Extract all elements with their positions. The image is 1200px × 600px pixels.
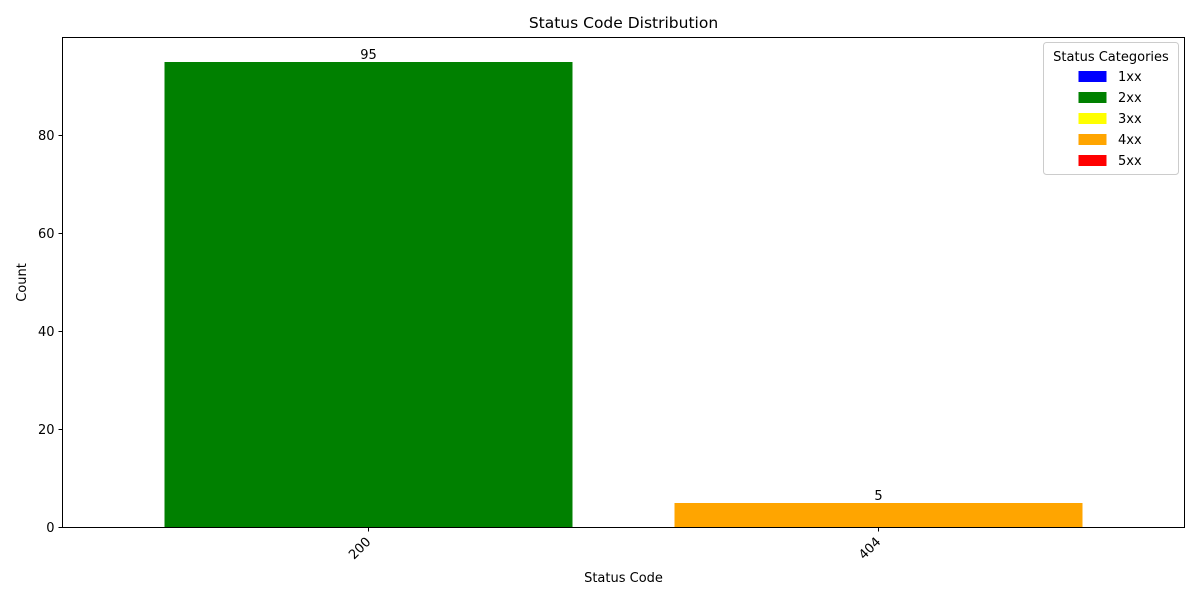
legend-label-1xx: 1xx	[1118, 70, 1142, 85]
y-tick-label: 20	[38, 423, 55, 438]
legend-items: 1xx 2xx 3xx 4xx 5xx	[1078, 70, 1142, 169]
legend: Status Categories 1xx 2xx 3xx 4xx 5xx	[1043, 42, 1179, 175]
data-labels-layer: 95 5	[360, 48, 882, 504]
y-tick-label: 60	[38, 227, 55, 242]
y-axis-label: Count	[15, 263, 30, 302]
legend-swatch-4xx	[1078, 134, 1107, 145]
y-tick-label: 40	[38, 325, 55, 340]
legend-label-5xx: 5xx	[1118, 154, 1142, 169]
y-tick-label: 80	[38, 129, 55, 144]
x-tick-label: 200	[346, 535, 374, 563]
legend-swatch-5xx	[1078, 155, 1107, 166]
bar-404	[674, 503, 1083, 528]
bar-200	[164, 62, 573, 528]
legend-swatch-1xx	[1078, 71, 1107, 82]
legend-swatch-3xx	[1078, 113, 1107, 124]
x-axis-ticks: 200 404	[346, 527, 884, 563]
data-label-404: 5	[874, 489, 882, 504]
legend-label-4xx: 4xx	[1118, 133, 1142, 148]
legend-title: Status Categories	[1053, 50, 1169, 65]
x-tick-label: 404	[856, 535, 884, 563]
legend-label-2xx: 2xx	[1118, 91, 1142, 106]
x-axis-label: Status Code	[584, 571, 663, 586]
data-label-200: 95	[360, 48, 377, 63]
legend-label-3xx: 3xx	[1118, 112, 1142, 127]
bars-layer	[164, 62, 1083, 528]
y-axis-ticks: 0 20 40 60 80	[38, 129, 63, 536]
y-tick-label: 0	[46, 521, 54, 536]
axes-layer	[62, 37, 1185, 528]
chart-title: Status Code Distribution	[529, 14, 718, 32]
legend-box	[1043, 42, 1179, 175]
plot-area-frame	[62, 37, 1185, 528]
legend-swatch-2xx	[1078, 92, 1107, 103]
